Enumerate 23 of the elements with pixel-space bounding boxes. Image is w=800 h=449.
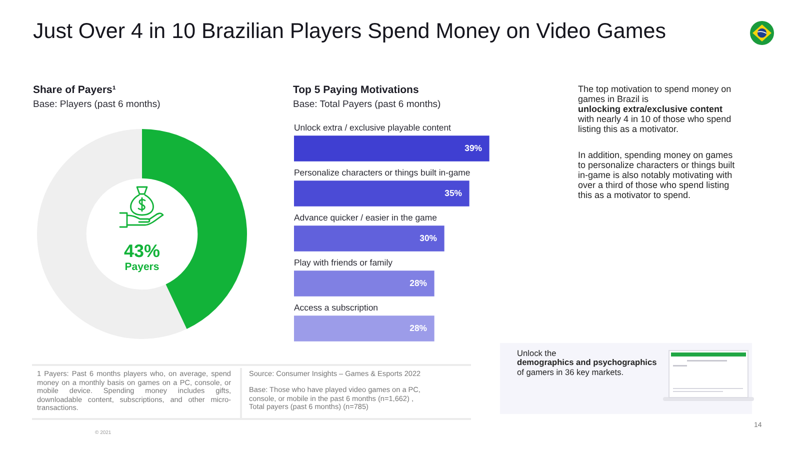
y-tick-label: Play with friends or family xyxy=(294,257,394,268)
chart-subtitle: Base: Total Payers (past 6 months) xyxy=(293,99,441,110)
data-label: 28% xyxy=(410,322,428,333)
text: of gamers in 36 key markets. xyxy=(517,366,624,378)
text: with nearly 4 in 10 of those who spend listing this as a motivator. xyxy=(578,114,732,134)
y-tick-label: Advance quicker / easier in the game xyxy=(294,212,438,222)
data-label: 39% xyxy=(464,142,482,153)
slice-label: Payers xyxy=(124,260,160,273)
text: Unlock the xyxy=(517,348,558,358)
data-label: 43% xyxy=(124,240,160,261)
y-tick-label: Personalize characters or things built in-game xyxy=(294,167,470,178)
y-tick-label: Access a subscription xyxy=(294,302,378,312)
data-label: 28% xyxy=(410,278,428,288)
chart-subtitle: Base: Players (past 6 months) xyxy=(33,99,160,110)
data-label: 30% xyxy=(420,232,438,243)
text: unlocking extra/exclusive content xyxy=(578,104,724,114)
text: demographics and psychographics xyxy=(517,357,657,368)
data-label: 35% xyxy=(444,188,462,198)
text: In addition, spending money on games to personalize characters or things built in-game is also notably motivating with over a third of those who spend listing this as a motivator to spend. xyxy=(578,150,736,200)
chart-title: Share of Payers¹ xyxy=(33,84,116,96)
chart-title: Top 5 Paying Motivations xyxy=(293,84,419,96)
y-tick-label: Unlock extra / exclusive playable content xyxy=(294,122,452,132)
text: Just Over 4 in 10 Brazilian Players Spend Money on Video Games xyxy=(33,19,666,43)
